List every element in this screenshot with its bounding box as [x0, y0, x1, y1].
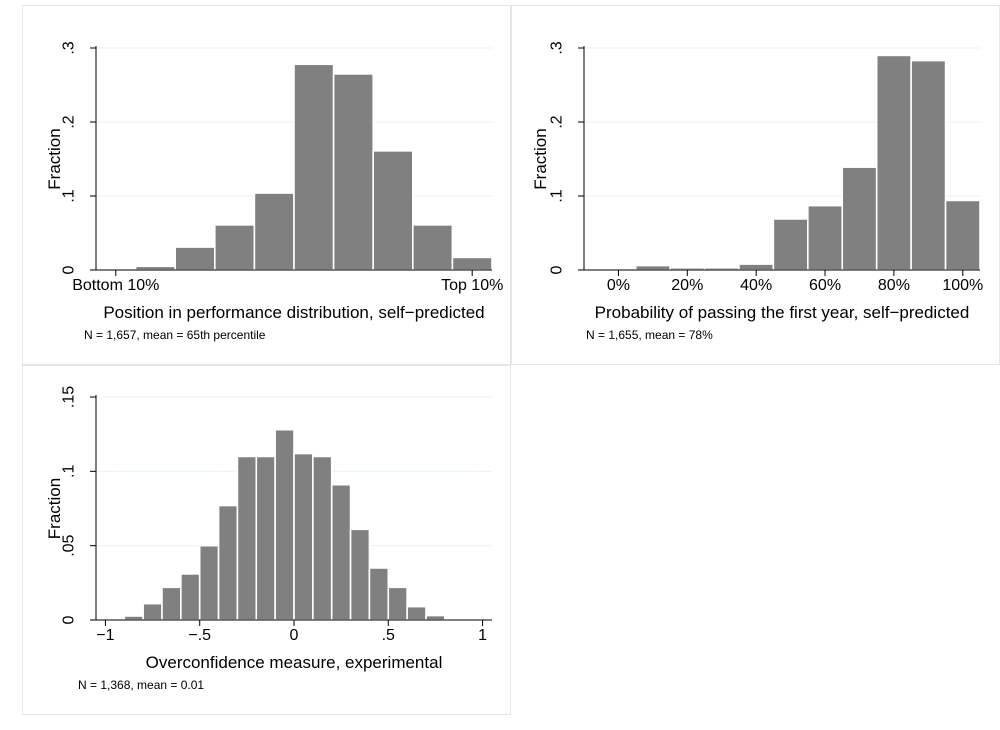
- panel-3-xtick-label-5: 1: [478, 627, 487, 644]
- panel-2-xtick-label-3: 40%: [740, 277, 772, 294]
- panel-2-ytick-label-3: .2: [549, 115, 566, 128]
- panel-3-bar-8: [236, 455, 258, 621]
- panel-3-bar-13: [330, 483, 352, 621]
- panel-3-ytick-label-3: .1: [61, 465, 78, 478]
- panel-1-ytick-label-2: .1: [61, 189, 78, 202]
- panel-3-note: N = 1,368, mean = 0.01: [78, 678, 204, 692]
- panel-3-bar-2: [123, 615, 144, 621]
- panel-1-bar-3: [174, 246, 216, 271]
- panel-1-bar-4: [214, 224, 256, 271]
- panel-3-xtick-label-4: .5: [382, 627, 395, 644]
- panel-1-bar-8: [372, 150, 414, 271]
- panel-3-bar-10: [274, 428, 295, 621]
- panel-3-xtick-label-3: 0: [290, 627, 299, 644]
- panel-1-xtick-label-1: Bottom 10%: [72, 277, 159, 294]
- panel-3-bar-6: [198, 544, 220, 621]
- panel-3-ytick-label-1: 0: [61, 615, 78, 624]
- panel-1-xtick-label-2: Top 10%: [441, 277, 503, 294]
- panel-2-bar-5: [772, 218, 809, 271]
- panel-3-x-axis-title: Overconfidence measure, experimental: [146, 653, 443, 672]
- panel-3-bar-4: [161, 586, 182, 621]
- panel-2-bar-6: [807, 204, 844, 271]
- panel-2-xtick-label-2: 20%: [671, 277, 703, 294]
- panel-2-bar-7: [841, 166, 878, 271]
- panel-2-ytick-label-2: .1: [549, 189, 566, 202]
- panel-2-bar-4: [738, 263, 775, 271]
- panel-2-bar-9: [910, 59, 947, 271]
- panel-2-y-axis-title: Fraction: [531, 128, 550, 189]
- panel-frame-top-left: [22, 5, 511, 365]
- panel-3-bar-11: [293, 452, 314, 621]
- panel-2-xtick-label-5: 80%: [878, 277, 910, 294]
- panel-3-bar-9: [255, 455, 276, 621]
- panel-1-ytick-label-4: .3: [61, 41, 78, 54]
- panel-3-ytick-label-4: .15: [61, 386, 78, 408]
- panel-2-x-axis-title: Probability of passing the first year, s…: [595, 303, 970, 322]
- panel-3-bar-15: [368, 567, 390, 621]
- panel-2-xtick-label-4: 60%: [809, 277, 841, 294]
- panel-2-note: N = 1,655, mean = 78%: [586, 328, 713, 342]
- panel-2-xtick-label-1: 0%: [607, 277, 630, 294]
- panel-1-bar-10: [451, 256, 493, 271]
- panel-1-bar-7: [332, 73, 375, 271]
- panel-3-bar-17: [406, 605, 427, 621]
- panel-1-y-axis-title: Fraction: [45, 128, 64, 189]
- panel-1-bar-9: [411, 224, 454, 271]
- panel-3-bar-5: [180, 573, 201, 621]
- panel-3-bar-18: [425, 614, 446, 621]
- panel-1-x-axis-title: Position in performance distribution, se…: [103, 303, 484, 322]
- panel-1-bar-6: [293, 63, 335, 271]
- panel-2-xtick-label-6: 100%: [942, 277, 983, 294]
- panel-3-y-axis-title: Fraction: [45, 478, 64, 539]
- panel-3-xtick-label-1: −1: [96, 627, 114, 644]
- panel-2-ytick-label-4: .3: [549, 41, 566, 54]
- panel-3-xtick-label-2: −.5: [188, 627, 211, 644]
- panel-3-bar-12: [312, 455, 333, 621]
- panel-3-bar-3: [142, 602, 163, 621]
- panel-3-ytick-label-2: .05: [61, 534, 78, 556]
- panel-1-note: N = 1,657, mean = 65th percentile: [84, 328, 266, 342]
- panel-2-bar-8: [875, 54, 912, 271]
- panel-3-bar-16: [387, 586, 408, 621]
- panel-2-ytick-label-1: 0: [549, 265, 566, 274]
- panel-2-bar-10: [944, 199, 981, 271]
- panel-1-ytick-label-3: .2: [61, 115, 78, 128]
- panel-1-bar-2: [134, 265, 177, 271]
- panel-3-bar-14: [349, 528, 371, 621]
- panel-3-bar-7: [217, 504, 239, 621]
- panel-2-bar-1: [634, 264, 671, 271]
- panel-1-bar-5: [253, 192, 295, 271]
- panel-1-ytick-label-1: 0: [61, 265, 78, 274]
